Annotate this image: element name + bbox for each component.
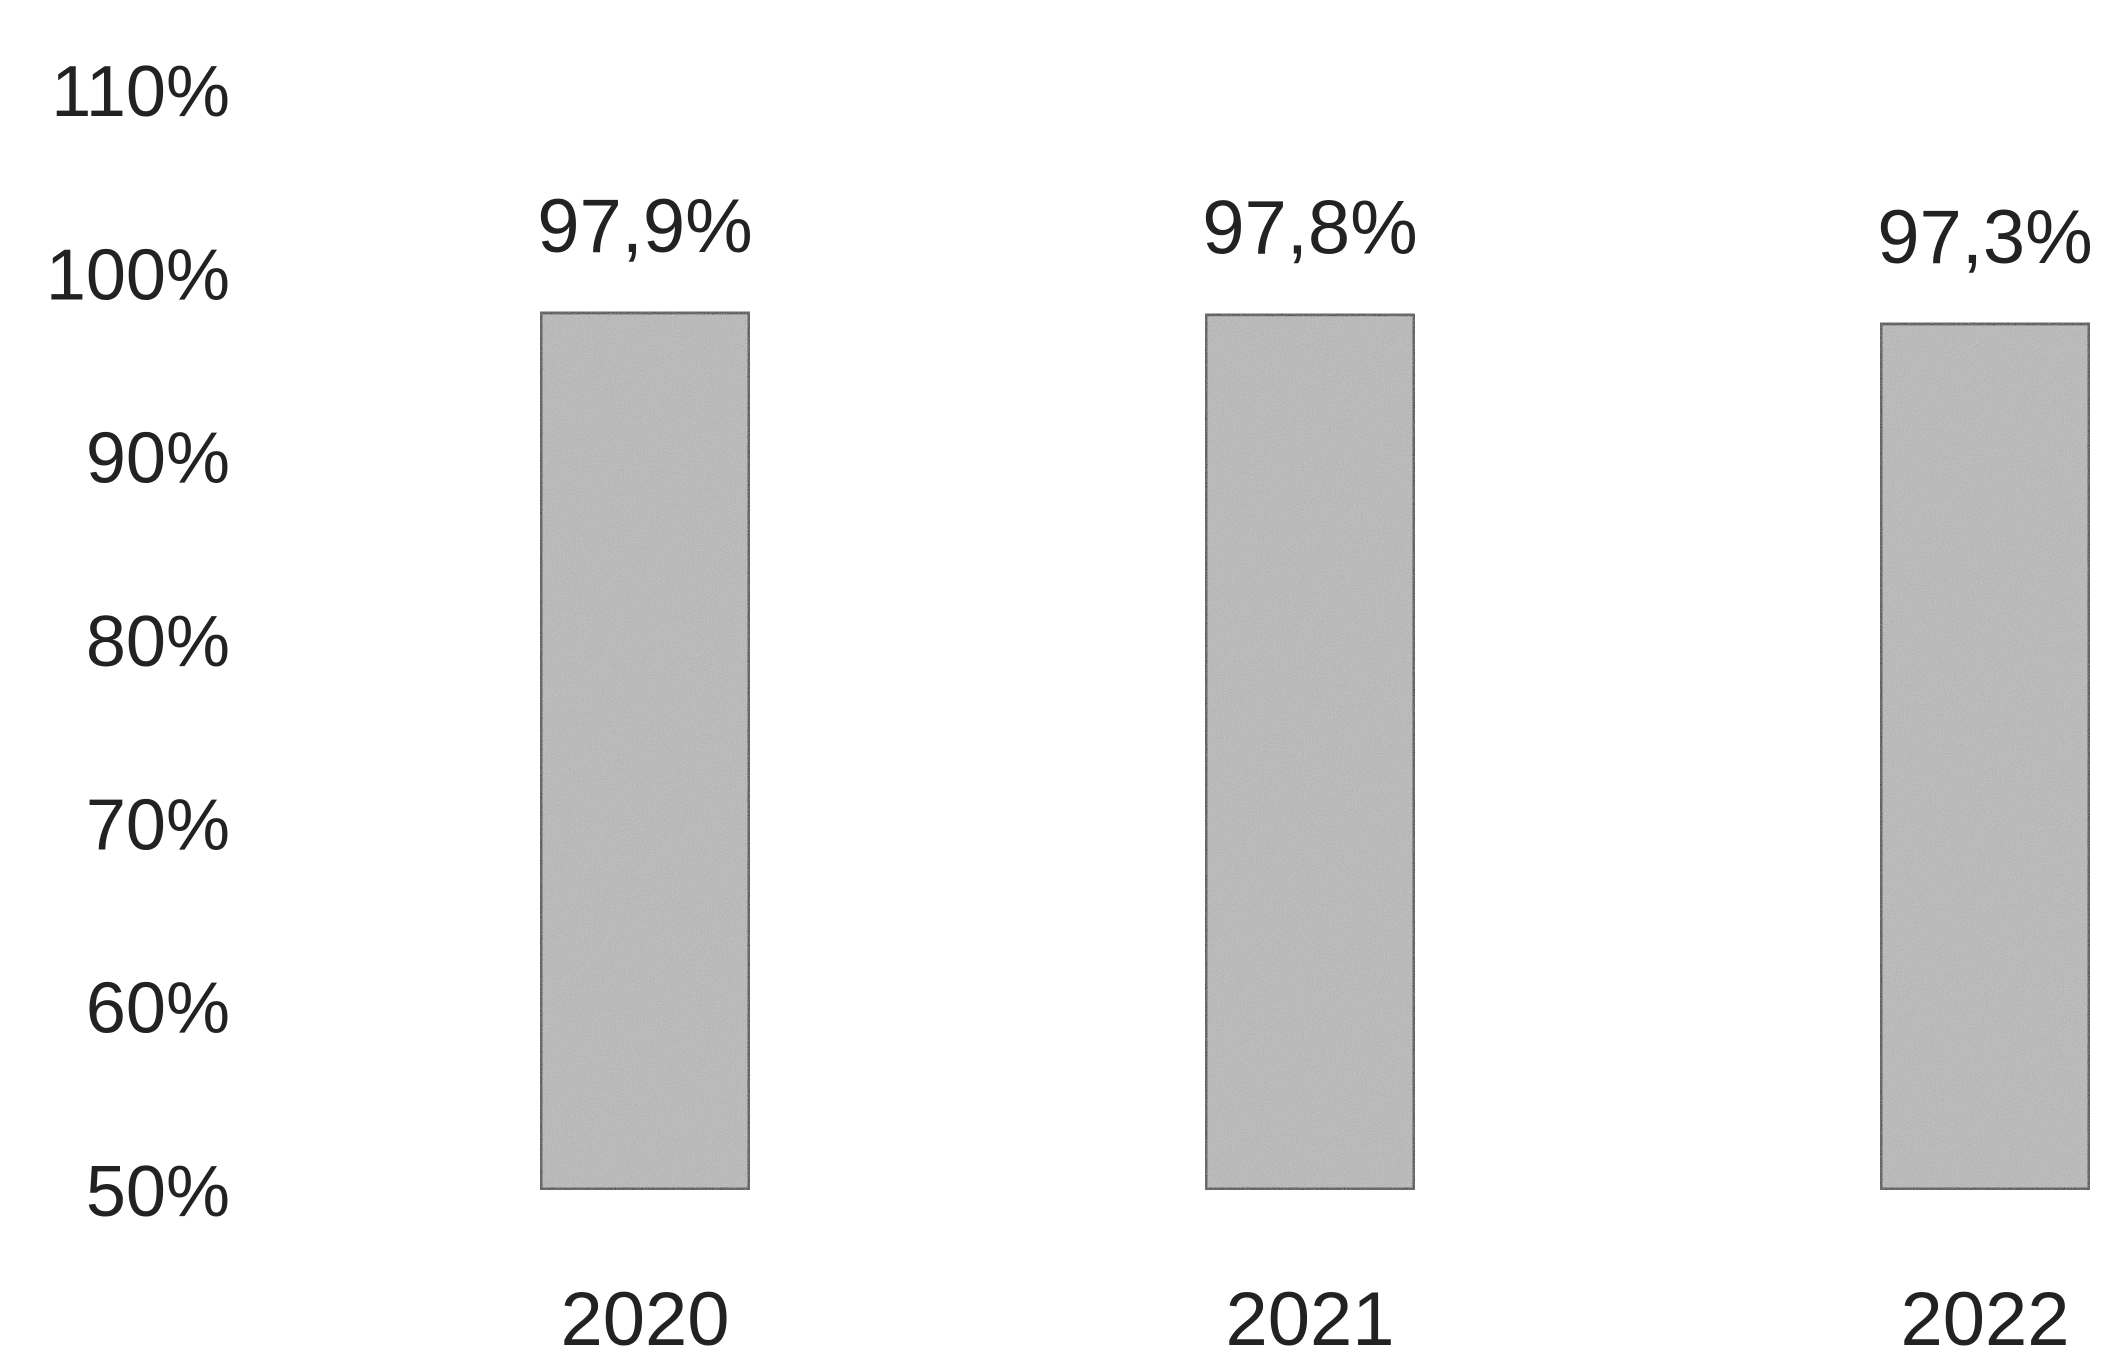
x-axis: 2020 2021 2022 — [560, 1277, 2069, 1349]
bars — [537, 309, 2093, 1193]
x-tick-label-2020: 2020 — [560, 1277, 729, 1349]
y-tick-label: 110% — [51, 52, 230, 132]
y-tick-label: 100% — [46, 235, 230, 315]
y-axis: 110% 100% 90% 80% 70% 60% 50% — [46, 52, 230, 1232]
bar-2022 — [1877, 320, 2093, 1193]
y-tick-label: 60% — [86, 969, 230, 1049]
y-tick-label: 80% — [86, 602, 230, 682]
x-tick-label-2022: 2022 — [1900, 1277, 2069, 1349]
y-tick-label: 50% — [86, 1152, 230, 1232]
bar-2021 — [1202, 311, 1418, 1193]
x-tick-label-2021: 2021 — [1225, 1277, 1394, 1349]
data-label-2020: 97,9% — [537, 184, 753, 269]
data-label-2021: 97,8% — [1202, 186, 1418, 271]
y-tick-label: 70% — [86, 785, 230, 865]
data-label-2022: 97,3% — [1877, 195, 2093, 280]
y-tick-label: 90% — [86, 419, 230, 499]
data-labels: 97,9% 97,8% 97,3% — [537, 184, 2093, 280]
bar-2020 — [537, 309, 753, 1193]
